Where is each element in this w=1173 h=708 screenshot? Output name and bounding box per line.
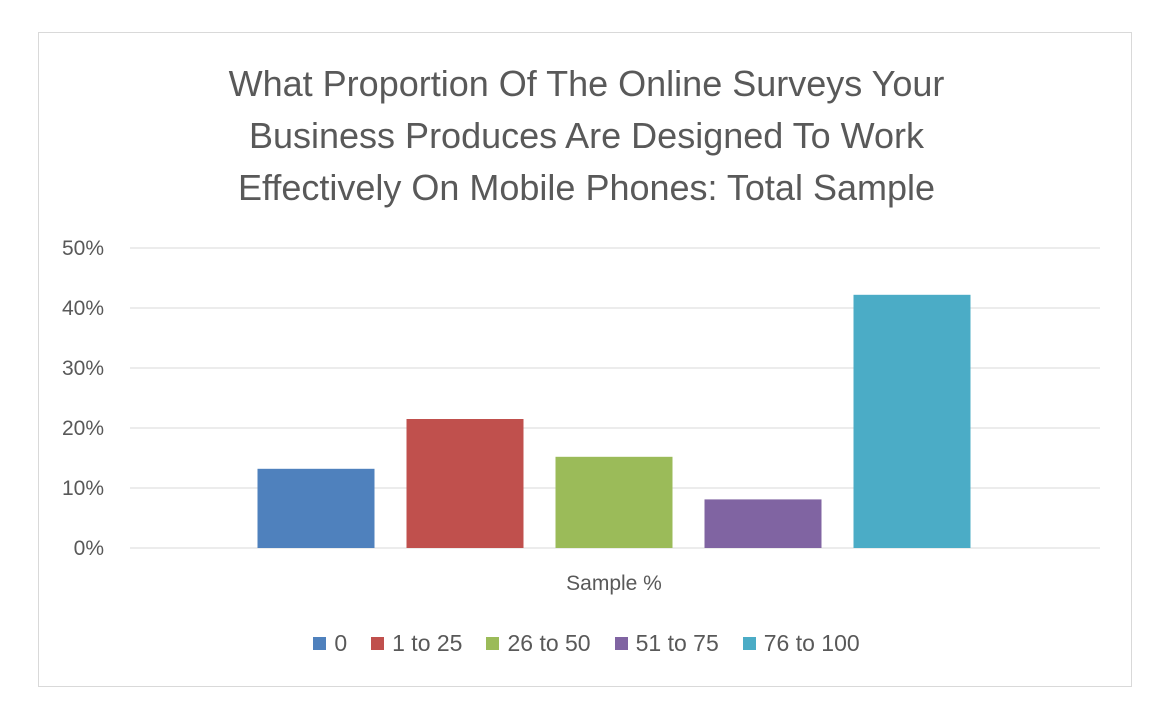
legend-swatch: [614, 637, 628, 650]
legend-item: 1 to 25: [371, 630, 462, 657]
bar-1-to-25: [406, 419, 524, 548]
legend-swatch: [313, 637, 327, 650]
legend-swatch: [742, 637, 756, 650]
chart-title-line-1: What Proportion Of The Online Surveys Yo…: [228, 63, 945, 104]
y-tick-label: 30%: [62, 357, 104, 380]
y-tick-label: 40%: [62, 297, 104, 320]
legend-label: 1 to 25: [392, 630, 463, 656]
chart-title-line-2: Business Produces Are Designed To Work: [248, 115, 925, 156]
y-tick-label: 20%: [62, 417, 104, 440]
x-axis-label: Sample %: [566, 572, 662, 595]
legend: 0 1 to 25 26 to 50 51 to 75 76 to 100: [0, 630, 1173, 657]
y-axis-ticks: 0% 10% 20% 30% 40% 50%: [62, 237, 104, 560]
legend-item: 0: [313, 630, 347, 657]
y-tick-label: 0%: [74, 537, 104, 560]
bars: [257, 294, 971, 548]
legend-label: 0: [334, 630, 348, 656]
bar-51-to-75: [704, 499, 822, 548]
bar-26-to-50: [555, 456, 673, 548]
legend-label: 26 to 50: [507, 630, 591, 656]
bar-76-to-100: [853, 294, 971, 548]
chart-title: What Proportion Of The Online Surveys Yo…: [0, 58, 1173, 214]
legend-label: 51 to 75: [635, 630, 719, 656]
bar-0: [257, 468, 375, 548]
y-tick-label: 50%: [62, 237, 104, 260]
legend-swatch: [486, 637, 500, 650]
legend-item: 76 to 100: [742, 630, 860, 657]
y-tick-label: 10%: [62, 477, 104, 500]
legend-label: 76 to 100: [763, 630, 860, 656]
legend-item: 26 to 50: [486, 630, 591, 657]
legend-swatch: [371, 637, 385, 650]
chart-title-line-3: Effectively On Mobile Phones: Total Samp…: [237, 167, 936, 208]
legend-item: 51 to 75: [614, 630, 719, 657]
